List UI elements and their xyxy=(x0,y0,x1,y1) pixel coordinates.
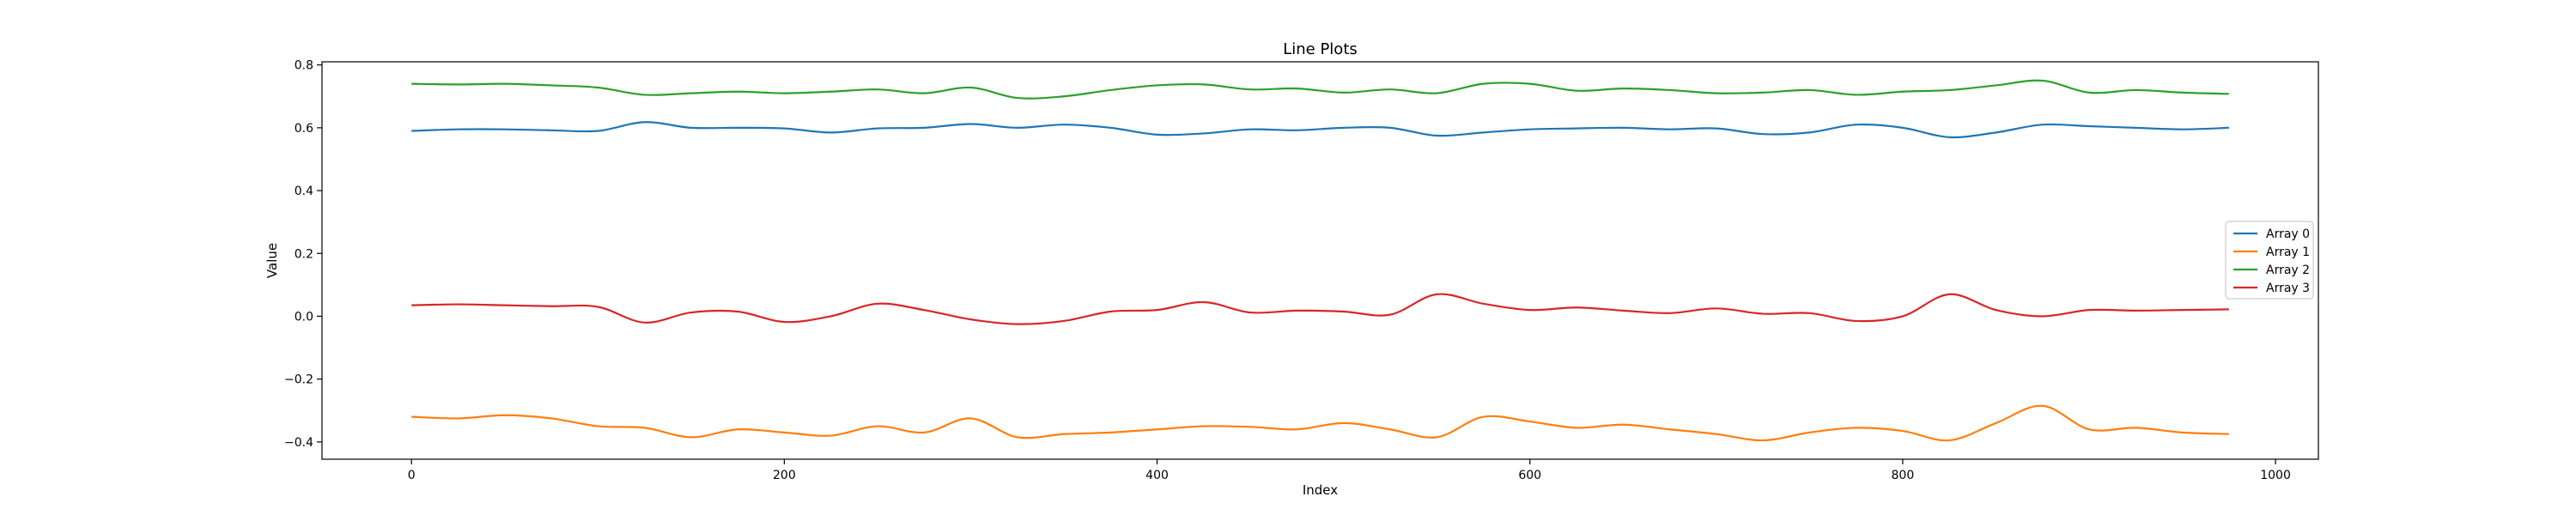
legend: Array 0 Array 1 Array 2 Array 3 xyxy=(2225,221,2314,300)
y-tick-label: −0.4 xyxy=(284,436,313,450)
y-axis-label: Value xyxy=(264,243,280,278)
series-line-3 xyxy=(411,293,2229,325)
y-axis: −0.4 −0.2 0.0 0.2 0.4 0.6 0.8 xyxy=(284,59,322,450)
series-line-2 xyxy=(411,79,2229,100)
x-tick-label: 200 xyxy=(773,469,796,482)
y-tick-label: 0.4 xyxy=(295,185,313,198)
x-tick-label: 0 xyxy=(408,469,416,482)
y-tick-label: 0.6 xyxy=(295,122,313,136)
y-tick-label: −0.2 xyxy=(284,373,313,387)
series-line-1 xyxy=(411,404,2229,442)
x-axis-label: Index xyxy=(1303,482,1338,498)
legend-box xyxy=(2225,221,2314,300)
chart-title: Line Plots xyxy=(1283,40,1358,58)
x-tick-label: 800 xyxy=(1892,469,1915,482)
plot-frame xyxy=(321,61,2319,460)
x-tick-label: 600 xyxy=(1518,469,1541,482)
legend-label: Array 1 xyxy=(2266,245,2310,259)
x-tick-label: 1000 xyxy=(2260,469,2291,482)
y-tick-label: 0.2 xyxy=(295,247,313,261)
legend-label: Array 0 xyxy=(2266,227,2310,241)
y-tick-label: 0.0 xyxy=(295,310,313,324)
y-tick-label: 0.8 xyxy=(295,59,313,73)
series-line-0 xyxy=(411,121,2229,139)
x-tick-label: 400 xyxy=(1145,469,1169,482)
legend-label: Array 2 xyxy=(2266,264,2310,277)
legend-label: Array 3 xyxy=(2266,282,2310,295)
series-layer xyxy=(411,79,2229,442)
x-axis: 0 200 400 600 800 1000 xyxy=(408,459,2291,482)
